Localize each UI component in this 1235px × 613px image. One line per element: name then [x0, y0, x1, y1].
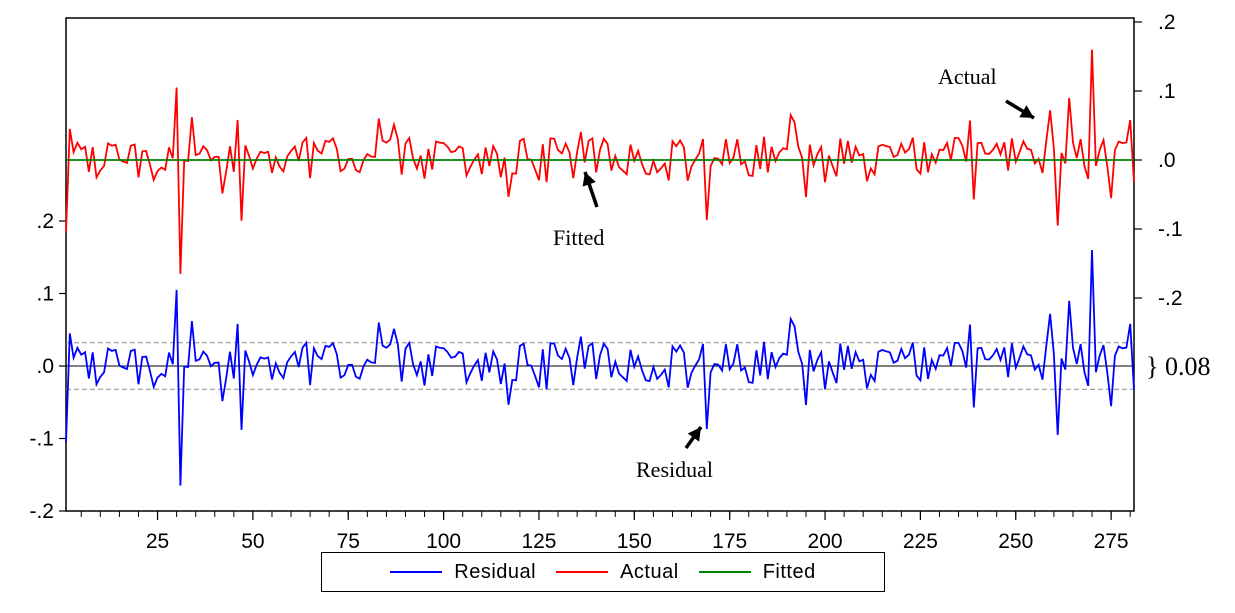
- arrow-actual: [1005, 99, 1035, 120]
- left-tick-label: -.1: [29, 428, 54, 451]
- residual-band-label: } 0.08: [1146, 352, 1210, 381]
- legend-item-residual: Residual: [390, 561, 536, 584]
- annotation-fitted: Fitted: [553, 225, 604, 250]
- series-actual-line: [65, 49, 1135, 274]
- x-tick-label: 150: [617, 530, 652, 553]
- annotations: Actual Fitted Residual } 0.08: [553, 64, 1210, 482]
- x-tick-label: 50: [241, 530, 264, 553]
- annotation-residual: Residual: [636, 457, 713, 482]
- right-tick-label: -.1: [1158, 218, 1183, 241]
- arrow-fitted: [582, 171, 599, 208]
- x-tick-label: 25: [146, 530, 169, 553]
- plot-area: [65, 17, 1135, 512]
- x-tick-label: 250: [998, 530, 1033, 553]
- left-tick-label: .1: [36, 283, 54, 306]
- arrow-actual-head: [1019, 105, 1034, 118]
- legend: Residual Actual Fitted: [321, 552, 885, 592]
- arrow-residual: [684, 425, 703, 450]
- x-tick-label: 275: [1094, 530, 1129, 553]
- series-residual-line: [65, 249, 1135, 486]
- x-tick-label: 100: [426, 530, 461, 553]
- x-tick-label: 200: [808, 530, 843, 553]
- x-tick-label: 125: [521, 530, 556, 553]
- legend-label-fitted: Fitted: [762, 560, 816, 583]
- annotation-actual: Actual: [938, 64, 997, 89]
- right-tick-label: .0: [1158, 149, 1176, 172]
- plot-frame: [65, 17, 1135, 512]
- right-tick-label: .1: [1158, 80, 1176, 103]
- right-tick-label: -.2: [1158, 287, 1183, 310]
- legend-item-actual: Actual: [556, 561, 679, 584]
- right-tick-label: .2: [1158, 11, 1176, 34]
- x-axis-ticks: 25 50 75 100 125 150 175 200 225 250 275: [80, 511, 1131, 553]
- legend-swatch-fitted: [698, 571, 751, 573]
- arrow-fitted-head: [582, 172, 596, 187]
- legend-swatch-actual: [556, 571, 609, 573]
- x-tick-label: 75: [337, 530, 360, 553]
- right-axis-ticks: .2 .1 .0 -.1 -.2: [1134, 11, 1183, 310]
- legend-swatch-residual: [390, 571, 443, 573]
- left-tick-label: .0: [36, 355, 54, 378]
- left-tick-label: .2: [36, 210, 54, 233]
- legend-label-residual: Residual: [454, 560, 537, 583]
- arrow-residual-head: [687, 427, 701, 442]
- x-tick-label: 225: [903, 530, 938, 553]
- left-tick-label: -.2: [29, 500, 54, 523]
- legend-label-actual: Actual: [620, 560, 679, 583]
- legend-item-fitted: Fitted: [698, 560, 816, 584]
- left-axis-ticks: .2 .1 .0 -.1 -.2: [29, 210, 66, 523]
- x-tick-label: 175: [712, 530, 747, 553]
